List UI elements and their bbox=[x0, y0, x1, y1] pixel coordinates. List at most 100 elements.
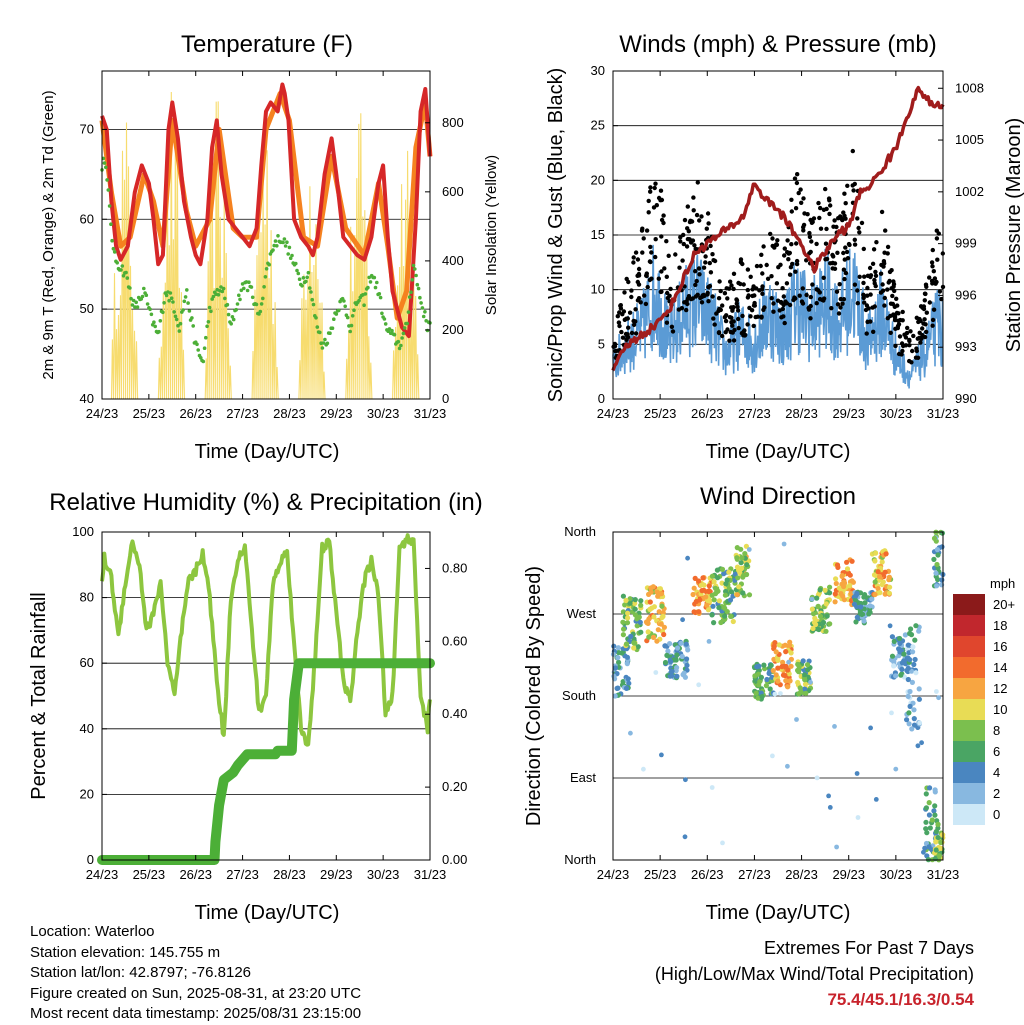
wind-gust-point bbox=[643, 301, 649, 307]
rh-precip-xlabel: Time (Day/UTC) bbox=[195, 902, 340, 924]
wind-direction-point bbox=[798, 689, 804, 695]
wind-direction-point bbox=[771, 643, 777, 649]
wind-direction-point bbox=[882, 569, 888, 575]
wind-direction-point bbox=[905, 665, 911, 671]
wind-gust-point bbox=[929, 260, 935, 265]
wind-direction-point bbox=[691, 609, 697, 615]
dewpoint-point bbox=[199, 356, 203, 360]
dewpoint-point bbox=[380, 311, 384, 316]
wind-gust-point bbox=[899, 341, 905, 346]
wind-gust-point bbox=[731, 338, 737, 343]
winds-ylabel-right: Station Pressure (Maroon) bbox=[1003, 118, 1024, 353]
wind-direction-point bbox=[849, 558, 855, 564]
temperature-ylabel-right: Solar Insolation (Yellow) bbox=[483, 155, 500, 315]
wind-direction-point bbox=[704, 602, 710, 608]
wind-direction-point bbox=[756, 663, 762, 669]
wind-gust-point bbox=[742, 333, 748, 338]
wind-gust-point bbox=[697, 272, 702, 277]
wind-gust-point bbox=[898, 317, 903, 323]
wind-direction-point bbox=[679, 653, 685, 660]
speed-legend-label: 10 bbox=[993, 702, 1007, 717]
wind-gust-point bbox=[693, 294, 699, 299]
y-tick-label: 80 bbox=[80, 590, 94, 605]
dewpoint-point bbox=[342, 299, 346, 303]
dewpoint-point bbox=[272, 243, 277, 248]
wind-gust-point bbox=[684, 244, 690, 249]
wind-direction-point bbox=[858, 604, 864, 610]
winds-title: Winds (mph) & Pressure (mb) bbox=[619, 31, 936, 58]
wind-gust-point bbox=[759, 252, 764, 257]
wind-gust-point bbox=[934, 279, 939, 285]
dewpoint-point bbox=[231, 317, 236, 322]
wind-direction-point bbox=[682, 834, 688, 840]
wind-direction-point bbox=[939, 530, 946, 536]
wind-direction-point bbox=[624, 654, 631, 660]
dewpoint-point bbox=[288, 256, 293, 261]
wind-gust-point bbox=[696, 266, 702, 271]
wind-gust-point bbox=[864, 303, 870, 308]
wind-direction-point bbox=[775, 678, 781, 684]
wind-gust-point bbox=[792, 176, 798, 181]
wind-gust-point bbox=[882, 303, 887, 308]
wind-direction-point bbox=[904, 717, 910, 723]
wind-gust-point bbox=[909, 360, 914, 365]
wind-gust-point bbox=[697, 218, 702, 223]
speed-legend-swatch bbox=[953, 594, 985, 615]
wind-gust-point bbox=[635, 273, 640, 278]
wind-direction-point bbox=[927, 825, 933, 831]
x-tick-label: 26/23 bbox=[691, 867, 724, 882]
wind-gust-point bbox=[686, 294, 692, 299]
wind-gust-point bbox=[782, 253, 787, 258]
wind-direction-point bbox=[709, 573, 716, 579]
wind-gust-point bbox=[789, 197, 794, 202]
wind-direction-point bbox=[674, 665, 680, 671]
wind-gust-point bbox=[921, 306, 927, 312]
dewpoint-point bbox=[287, 245, 292, 250]
wind-direction-point bbox=[915, 743, 921, 749]
wind-direction-point bbox=[612, 665, 619, 671]
winds-panel: Winds (mph) & Pressure (mb) Time (Day/UT… bbox=[545, 31, 1024, 463]
wind-direction-point bbox=[929, 817, 935, 823]
y-right-tick-label: 0.40 bbox=[442, 706, 467, 721]
wind-direction-point bbox=[776, 642, 782, 648]
wind-direction-point bbox=[832, 591, 838, 597]
wind-gust-point bbox=[932, 276, 938, 281]
wind-direction-point bbox=[638, 629, 644, 635]
wind-gust-point bbox=[894, 296, 899, 301]
wind-gust-point bbox=[775, 238, 780, 243]
dewpoint-point bbox=[239, 288, 244, 293]
wind-gust-point bbox=[930, 279, 935, 284]
wind-gust-point bbox=[722, 291, 728, 296]
wind-gust-point bbox=[930, 317, 936, 323]
wind-direction-point bbox=[696, 609, 702, 615]
wind-direction-point bbox=[905, 693, 911, 700]
solar-insolation-line bbox=[156, 91, 186, 400]
wind-gust-point bbox=[745, 295, 751, 300]
wind-gust-point bbox=[907, 343, 912, 348]
speed-legend-label: 8 bbox=[993, 723, 1000, 738]
precipitation-line bbox=[97, 658, 435, 865]
dewpoint-point bbox=[382, 317, 387, 321]
wind-direction-point bbox=[897, 640, 903, 647]
wind-gust-point bbox=[861, 246, 866, 252]
dewpoint-point bbox=[305, 275, 310, 280]
wind-gust-point bbox=[761, 307, 766, 312]
wind-gust-point bbox=[670, 329, 676, 334]
wind-direction-point bbox=[620, 679, 626, 685]
x-tick-label: 28/23 bbox=[785, 867, 818, 882]
dewpoint-point bbox=[411, 263, 416, 268]
dewpoint-point bbox=[161, 310, 165, 315]
wind-direction-point bbox=[796, 669, 802, 675]
wind-gust-point bbox=[911, 333, 916, 339]
wind-direction-point bbox=[847, 572, 853, 578]
y-tick-label: North bbox=[564, 524, 596, 539]
dewpoint-point bbox=[375, 280, 379, 285]
wind-direction-point bbox=[665, 648, 671, 654]
wind-gust-point bbox=[631, 255, 636, 260]
wind-direction-point bbox=[934, 547, 941, 553]
wind-gust-point bbox=[659, 234, 664, 239]
wind-direction-point bbox=[909, 679, 916, 686]
wind-gust-point bbox=[814, 301, 819, 306]
wind-gust-point bbox=[774, 242, 780, 247]
wind-direction-point bbox=[869, 596, 875, 602]
